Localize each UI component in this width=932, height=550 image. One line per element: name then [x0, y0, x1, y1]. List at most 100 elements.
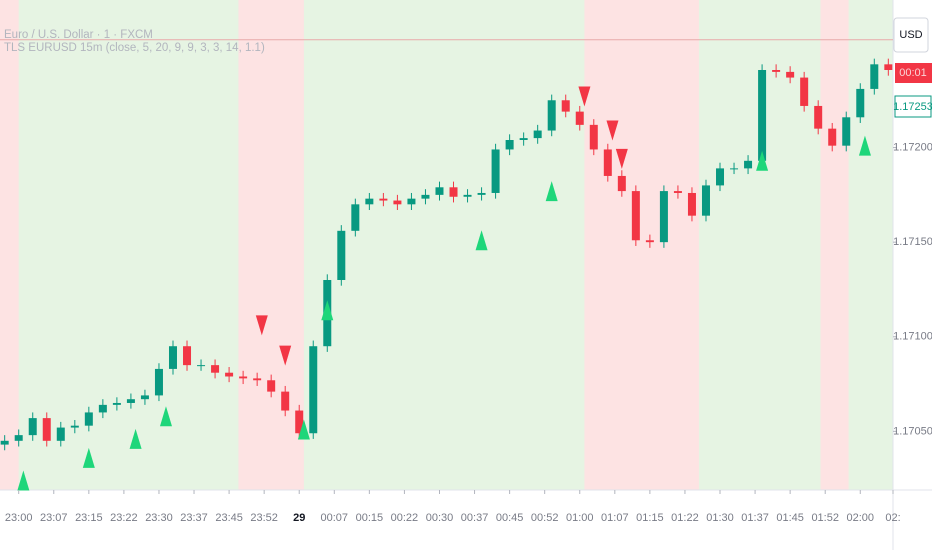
x-tick-label: 23:30 — [145, 512, 173, 524]
x-tick-label: 01:45 — [776, 512, 804, 524]
price-badge — [894, 95, 932, 118]
buy-signal — [159, 406, 172, 427]
candle-body — [631, 191, 640, 241]
currency[interactable]: USD — [899, 29, 922, 41]
candle-body — [701, 185, 710, 216]
candle-body — [575, 111, 584, 125]
candle-body — [365, 198, 374, 205]
candle-body — [435, 187, 444, 195]
candle-body — [547, 100, 556, 131]
candle-body — [84, 412, 93, 426]
candle-body — [379, 198, 388, 201]
sell-signal — [279, 345, 292, 366]
x-tick-label: 01:15 — [636, 512, 664, 524]
y-tick-label: 1.17050 — [893, 425, 932, 437]
candle-body — [505, 140, 514, 150]
candle-body — [828, 128, 837, 146]
y-tick-label: 1.17200 — [893, 141, 932, 153]
candle-body — [70, 425, 79, 428]
y-tick-label: 1.17100 — [893, 331, 932, 343]
candle-body — [253, 378, 262, 381]
candle-body — [786, 71, 795, 78]
candle-body — [491, 149, 500, 193]
x-tick-label: 01:37 — [741, 512, 769, 524]
plot — [0, 39, 893, 491]
candle-body — [14, 435, 23, 441]
candle-body — [0, 440, 9, 445]
buy-signal — [321, 300, 334, 321]
bear-zone — [820, 0, 849, 490]
candle-body — [856, 88, 865, 118]
buy-signal — [82, 447, 95, 468]
candle-body — [42, 418, 51, 441]
candle-body — [154, 368, 163, 396]
bull-background — [0, 0, 893, 490]
x-tick-label: 01:30 — [706, 512, 734, 524]
buy-signal — [756, 150, 769, 171]
candle-body — [168, 346, 177, 369]
buy-signal — [297, 419, 310, 440]
candle-body — [393, 200, 402, 205]
candle-body — [603, 149, 612, 176]
chart-title: Euro / U.S. Dollar · 1 · FXCM — [4, 29, 153, 41]
candle-body — [561, 100, 570, 112]
candle-body — [112, 402, 121, 405]
candle-body — [309, 346, 318, 434]
bear-zone — [0, 0, 19, 490]
x-tick-label: 23:22 — [110, 512, 138, 524]
x-tick-label: 23:15 — [75, 512, 103, 524]
buy-signal — [129, 428, 142, 449]
candle-body — [98, 404, 107, 413]
y-tick-label: 1.17150 — [893, 236, 932, 248]
candle-body — [140, 395, 149, 400]
candle-body — [239, 376, 248, 379]
candle-body — [870, 64, 879, 89]
candle-body — [28, 418, 37, 436]
indicator-legend: TLS EURUSD 15m (close, 5, 20, 9, 9, 3, 3… — [4, 42, 265, 54]
candle-body — [351, 204, 360, 231]
candle-body — [56, 427, 65, 441]
candle-body — [519, 138, 528, 140]
buy-signal — [858, 135, 871, 156]
buy-signal — [475, 230, 488, 251]
candle-body — [281, 391, 290, 411]
x-tick-label: 29 — [293, 512, 305, 524]
x-tick-label: 00:15 — [356, 512, 384, 524]
candle-body — [225, 372, 234, 377]
candle-body — [211, 365, 220, 373]
sell-signal — [255, 315, 268, 336]
bear-zone — [238, 0, 304, 490]
x-tick-label: 01:22 — [671, 512, 699, 524]
candle-body — [126, 399, 135, 403]
candle-body — [800, 77, 809, 106]
candle-body — [477, 192, 486, 195]
candle-body — [884, 64, 893, 70]
x-tick-label: 23:07 — [40, 512, 68, 524]
sell-signal — [615, 148, 628, 169]
candle-body — [449, 187, 458, 197]
candle-body — [421, 194, 430, 199]
x-tick-label: 00:52 — [531, 512, 559, 524]
sell-signal — [578, 86, 591, 107]
candle-body — [730, 168, 739, 170]
x-tick-label: 23:45 — [215, 512, 243, 524]
candle-body — [716, 168, 725, 186]
x-tick-label: 00:07 — [321, 512, 349, 524]
sell-signal — [606, 120, 619, 141]
candle-body — [267, 380, 276, 392]
candle-body — [337, 230, 346, 280]
candle-body — [659, 191, 668, 243]
countdown-badge — [895, 63, 932, 83]
buy-signal — [17, 470, 30, 491]
candle-body — [617, 175, 626, 192]
x-tick-label: 00:45 — [496, 512, 524, 524]
x-tick-label: 01:07 — [601, 512, 629, 524]
buy-signal — [545, 181, 558, 202]
x-tick-label: 01:52 — [811, 512, 839, 524]
candle-body — [772, 70, 781, 72]
candle-body — [814, 105, 823, 129]
x-tick-label: 23:52 — [250, 512, 278, 524]
currency-box[interactable] — [893, 17, 929, 53]
